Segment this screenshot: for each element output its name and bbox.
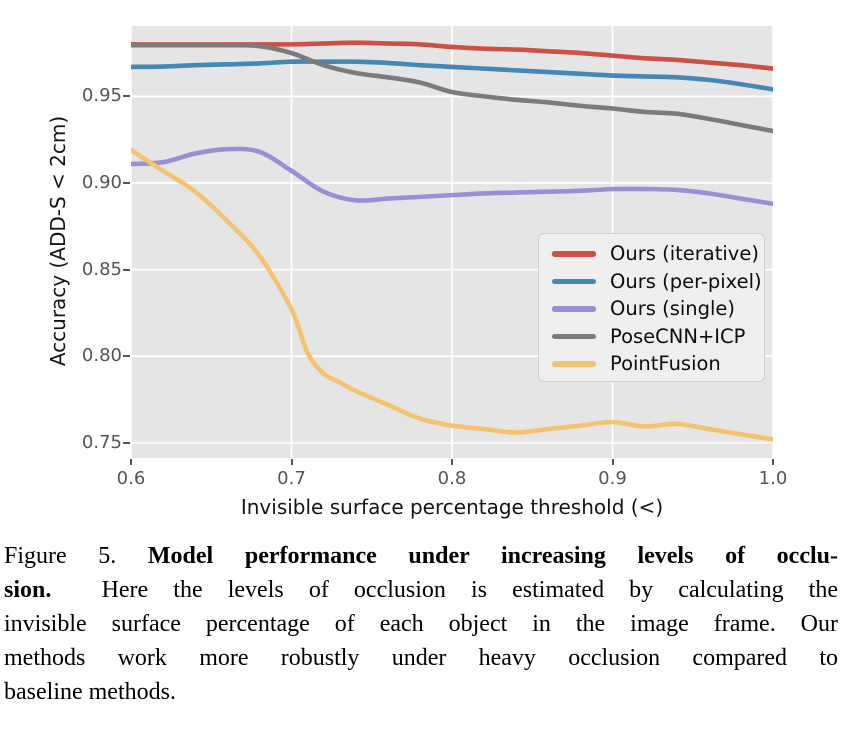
legend-item-pointfusion: PointFusion [552, 350, 764, 378]
x-tick-label: 0.8 [437, 468, 467, 489]
line-series-canvas [131, 26, 773, 458]
x-tick-mark [130, 459, 132, 465]
y-tick-mark [123, 355, 130, 358]
occlusion-line-chart: Accuracy (ADD-S < 2cm) Invisible surface… [46, 26, 788, 519]
legend-item-posecnn-icp: PoseCNN+ICP [552, 323, 764, 351]
y-tick-label: 0.85 [81, 258, 122, 280]
legend-label: Ours (single) [610, 297, 736, 321]
line-swatch-icon [552, 306, 596, 312]
y-tick-label: 0.75 [81, 431, 122, 453]
x-tick-mark [611, 459, 614, 465]
caption-line: methods work more robustly under heavy o… [4, 645, 838, 671]
x-tick-mark [451, 459, 453, 465]
legend-item-ours-single: Ours (single) [552, 295, 764, 323]
caption-line: invisible surface percentage of each obj… [4, 611, 838, 637]
x-tick-label: 0.6 [116, 468, 146, 489]
legend-label: Ours (iterative) [610, 242, 759, 266]
legend-label: PointFusion [610, 352, 721, 376]
x-tick-mark [290, 459, 293, 465]
y-tick-label: 0.95 [81, 85, 122, 107]
y-tick-label: 0.80 [81, 345, 122, 367]
x-tick-label: 0.9 [598, 468, 627, 489]
y-tick-mark [123, 181, 130, 184]
figure-caption: Figure 5. Model performance under increa… [4, 539, 838, 709]
y-axis-label: Accuracy (ADD-S < 2cm) [46, 115, 70, 367]
plot-area: Ours (iterative) Ours (per-pixel) Ours (… [131, 26, 773, 458]
y-tick-label: 0.90 [81, 171, 122, 193]
caption-line: Figure 5. Model performance under increa… [4, 543, 838, 569]
line-swatch-icon [552, 361, 596, 367]
y-tick-mark [123, 268, 130, 271]
x-tick-mark [772, 459, 774, 465]
legend-item-ours-per-pixel: Ours (per-pixel) [552, 268, 764, 296]
legend-label: PoseCNN+ICP [610, 324, 746, 348]
caption-line: sion. Here the levels of occlusion is es… [4, 577, 838, 603]
line-swatch-icon [552, 278, 596, 284]
x-axis-label: Invisible surface percentage threshold (… [240, 495, 664, 519]
y-tick-mark [123, 95, 130, 98]
legend: Ours (iterative) Ours (per-pixel) Ours (… [538, 233, 765, 382]
line-swatch-icon [552, 251, 596, 257]
caption-line: baseline methods. [4, 679, 176, 705]
y-tick-mark [123, 441, 130, 444]
legend-item-ours-iterative: Ours (iterative) [552, 240, 764, 268]
x-tick-label: 0.7 [277, 468, 306, 489]
legend-label: Ours (per-pixel) [610, 269, 762, 293]
line-swatch-icon [552, 333, 596, 339]
x-tick-label: 1.0 [758, 468, 788, 489]
